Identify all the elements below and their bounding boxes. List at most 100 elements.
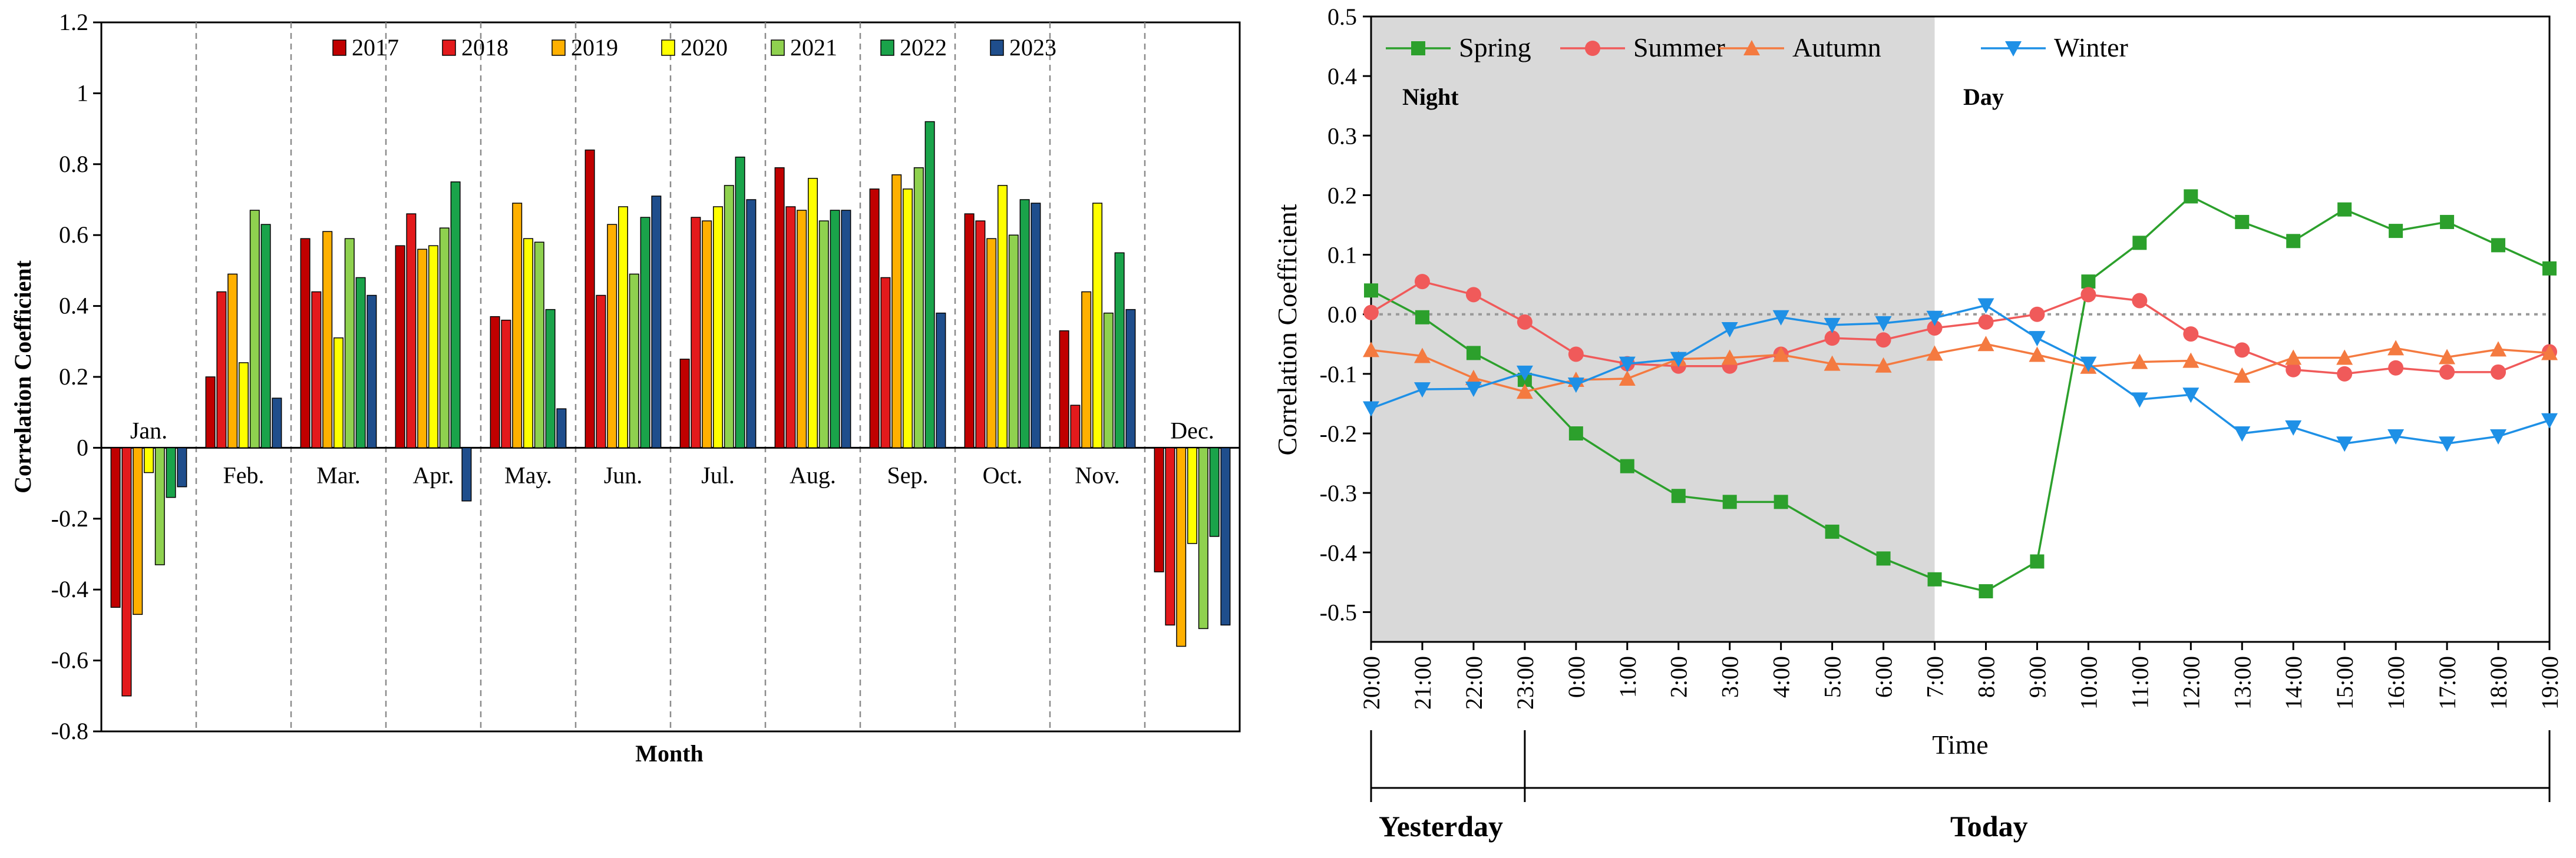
point-autumn-15:00 (2336, 349, 2353, 365)
series-winter (1363, 298, 2558, 452)
right-y-tick-label: 0.0 (1327, 302, 1357, 328)
bar-2017-jan (110, 447, 121, 608)
bar-2020-dec (1187, 447, 1197, 544)
point-spring-10:00 (2081, 274, 2096, 289)
point-winter-18:00 (2490, 429, 2507, 445)
legend-swatch-2018 (442, 39, 456, 56)
bar-2020-jan (144, 447, 154, 473)
bar-2021-sep (913, 167, 924, 449)
left-y-tick-label: 0 (77, 434, 88, 461)
point-summer-9:00 (2029, 306, 2045, 322)
left-y-tick-label: -0.2 (51, 505, 88, 532)
legend-marker-winter (2005, 41, 2022, 57)
point-winter-16:00 (2387, 429, 2405, 445)
month-label-apr: Apr. (413, 462, 454, 488)
legend-label-2020: 2020 (681, 34, 728, 61)
left-y-tick-label: 1.2 (59, 9, 88, 35)
point-summer-12:00 (2183, 326, 2199, 342)
bar-2022-dec (1209, 447, 1220, 537)
right-x-tick-label: 18:00 (2485, 656, 2512, 710)
legend-label-autumn: Autumn (1792, 32, 1881, 62)
bar-2023-feb (272, 397, 282, 449)
bar-2023-may (556, 408, 567, 449)
right-x-tick-label: 22:00 (1461, 656, 1487, 710)
point-autumn-1:00 (1619, 370, 1636, 386)
right-x-tick-label: 7:00 (1922, 656, 1948, 698)
night-label: Night (1402, 84, 1459, 110)
legend-label-2022: 2022 (900, 34, 947, 61)
bar-2023-sep (936, 312, 946, 449)
series-line-spring (1370, 195, 2550, 592)
month-label-jul: Jul. (701, 462, 735, 488)
bar-2018-feb (216, 291, 227, 449)
point-autumn-13:00 (2234, 367, 2251, 383)
point-autumn-14:00 (2285, 349, 2302, 365)
bar-2018-jun (596, 294, 606, 449)
bar-2021-jun (629, 273, 639, 449)
point-summer-17:00 (2439, 364, 2455, 380)
bar-2017-dec (1154, 447, 1164, 572)
point-winter-6:00 (1875, 316, 1892, 332)
legend-marker-spring (1411, 41, 1425, 55)
right-x-tick-label: 4:00 (1768, 656, 1795, 698)
bar-2021-jan (154, 447, 165, 565)
bar-2019-sep (891, 174, 902, 449)
bar-2021-nov (1103, 312, 1114, 449)
point-spring-7:00 (1927, 572, 1942, 587)
bar-2022-mar (355, 277, 366, 449)
point-winter-1:00 (1619, 356, 1636, 372)
point-spring-11:00 (2132, 236, 2147, 250)
point-spring-16:00 (2389, 224, 2403, 238)
point-autumn-12:00 (2182, 352, 2199, 368)
point-autumn-21:00 (1414, 347, 1431, 363)
point-autumn-8:00 (1977, 336, 1994, 352)
right-x-tick-label: 3:00 (1717, 656, 1743, 698)
right-y-axis-title: Correlation Coefficient (1272, 204, 1302, 455)
point-summer-23:00 (1517, 314, 1533, 330)
point-winter-9:00 (2029, 331, 2046, 347)
point-winter-7:00 (1926, 310, 1943, 326)
night-shading (1371, 16, 1935, 642)
right-y-tick-label: 0.1 (1327, 242, 1357, 269)
bar-2021-oct (1008, 234, 1019, 449)
legend-label-summer: Summer (1633, 32, 1725, 62)
series-spring (1364, 189, 2557, 599)
bar-2023-nov (1125, 309, 1136, 449)
point-spring-2:00 (1671, 489, 1686, 503)
bar-2021-jul (724, 185, 734, 449)
right-x-tick-label: 12:00 (2178, 656, 2204, 710)
right-x-tick-label: 14:00 (2280, 656, 2307, 710)
point-summer-18:00 (2491, 364, 2506, 380)
bar-2022-feb (260, 224, 271, 449)
right-y-tick-label: 0.2 (1327, 182, 1357, 208)
right-x-tick-label: 19:00 (2537, 656, 2563, 710)
point-spring-21:00 (1415, 310, 1429, 324)
bar-2021-feb (249, 210, 260, 449)
bar-2019-jan (133, 447, 143, 615)
point-autumn-18:00 (2490, 341, 2507, 357)
legend-marker-autumn (1743, 40, 1760, 55)
legend-label-2017: 2017 (352, 34, 399, 61)
bar-2018-sep (880, 277, 891, 449)
point-autumn-7:00 (1926, 345, 1943, 361)
point-spring-14:00 (2286, 234, 2301, 249)
bar-2018-apr (406, 213, 417, 449)
month-label-feb: Feb. (223, 462, 265, 488)
right-x-tick-label: 21:00 (1409, 656, 1436, 710)
month-label-oct: Oct. (983, 462, 1023, 488)
right-y-tick-label: -0.2 (1320, 420, 1357, 447)
bar-2022-jul (735, 157, 745, 449)
point-winter-4:00 (1772, 310, 1789, 326)
bar-2022-jan (166, 447, 176, 498)
bar-2017-jun (584, 149, 595, 449)
point-autumn-6:00 (1875, 357, 1892, 373)
right-y-tick-label: -0.5 (1320, 599, 1357, 625)
bar-2020-apr (428, 245, 438, 449)
bar-2018-may (501, 319, 511, 449)
point-spring-8:00 (1979, 584, 1993, 599)
bar-2023-jul (746, 199, 757, 449)
bar-2020-may (523, 238, 533, 449)
point-autumn-17:00 (2439, 349, 2456, 365)
point-spring-20:00 (1364, 283, 1378, 298)
legend-swatch-2021 (771, 39, 785, 56)
